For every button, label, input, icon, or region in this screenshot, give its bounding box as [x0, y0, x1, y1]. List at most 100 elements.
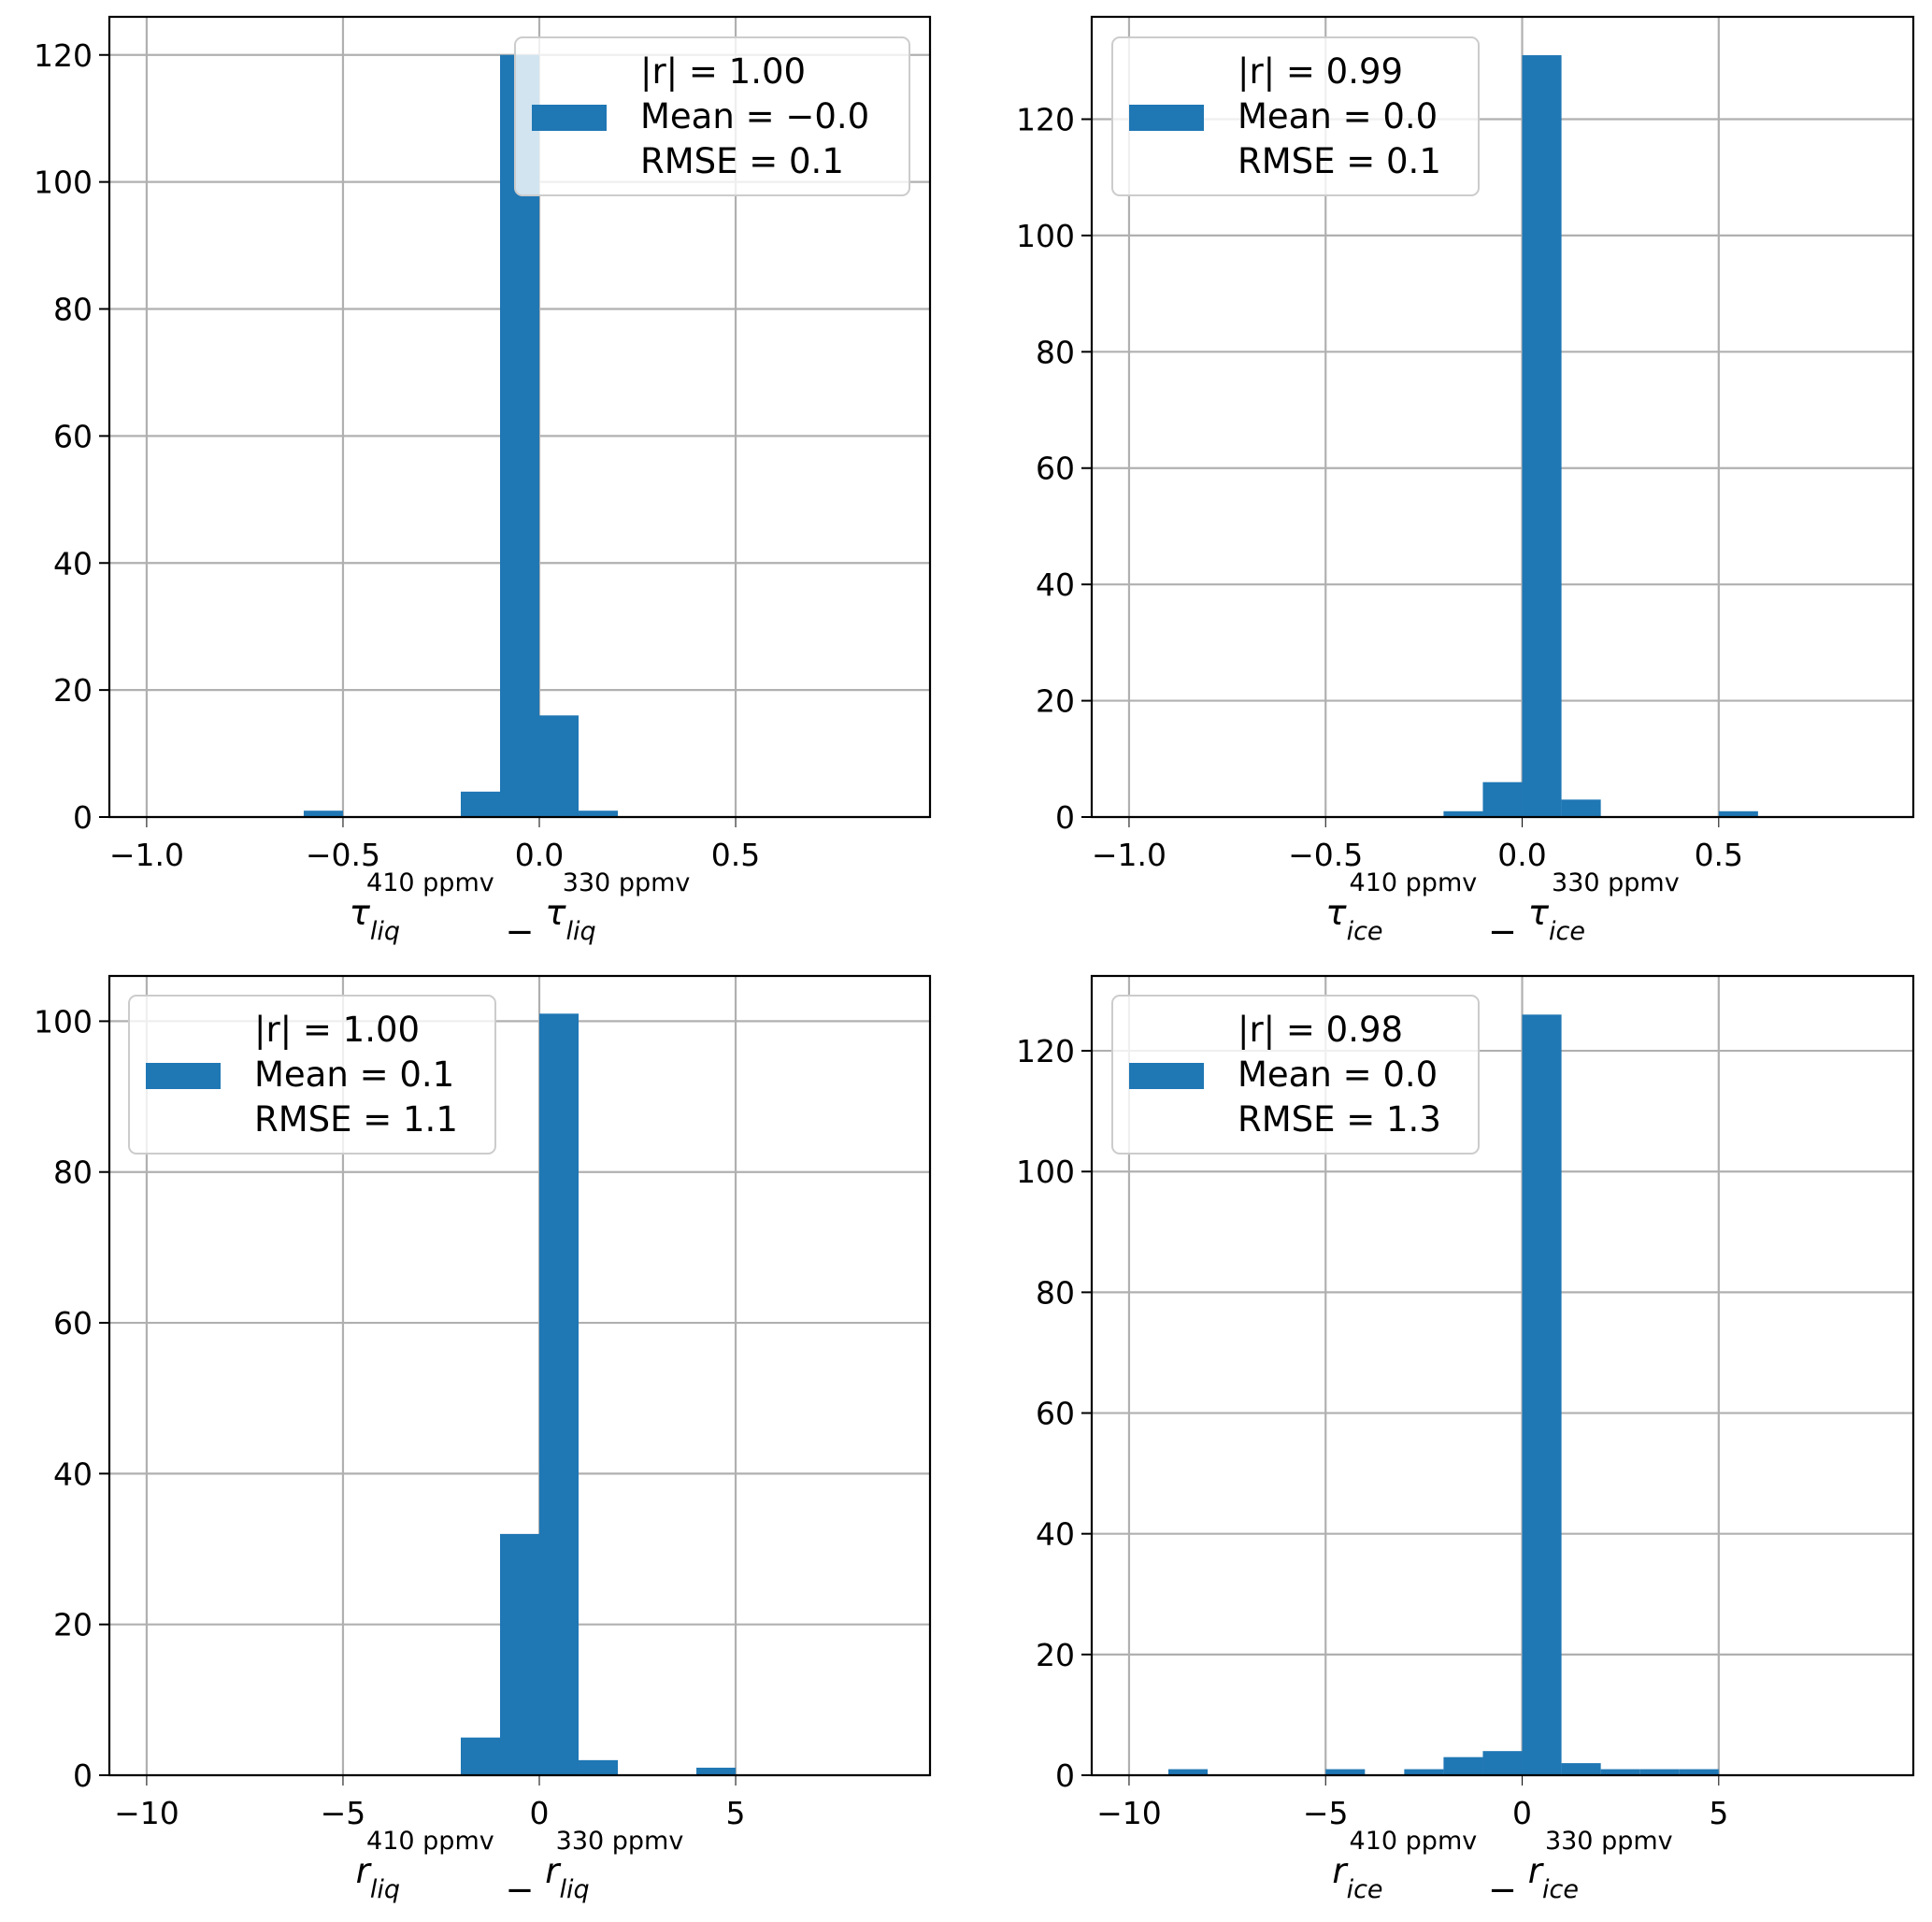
y-tick-label: 40: [53, 1456, 93, 1492]
axes-frame: [107, 15, 932, 819]
y-tick-label: 80: [1036, 1274, 1075, 1311]
x-axis-label-part: liq: [370, 1875, 400, 1904]
x-tick-label: −1.0: [109, 837, 184, 873]
x-axis-label: rice410 ppmv − rice330 ppmv: [1332, 1827, 1672, 1910]
x-axis-label-part: τ: [1528, 893, 1550, 933]
x-axis-label-part: r: [1332, 1851, 1349, 1891]
y-tick-label: 40: [53, 545, 93, 581]
x-axis-label-part: τ: [350, 893, 371, 933]
x-axis-label: τice410 ppmv − τice330 ppmv: [1325, 868, 1679, 952]
x-axis-label-part: liq: [370, 917, 400, 946]
histogram-bar: [539, 1013, 580, 1775]
y-tick-label: 20: [53, 1607, 93, 1643]
x-tick-label: 0.5: [711, 837, 760, 873]
y-tick-label: 120: [34, 37, 93, 74]
legend-entry: Mean = 0.0: [1238, 1054, 1438, 1095]
y-tick-label: 60: [1036, 451, 1075, 487]
y-tick-label: 0: [73, 799, 93, 836]
y-tick-label: 20: [53, 672, 93, 709]
x-tick-label: −5: [1303, 1795, 1349, 1831]
x-axis-label-part: −: [494, 1870, 546, 1910]
y-tick-label: 0: [1055, 1757, 1075, 1794]
histogram-bar: [499, 1533, 540, 1775]
x-axis-label-part: 410 ppmv: [1350, 1827, 1478, 1856]
x-axis-label-part: ice: [1549, 917, 1585, 946]
y-tick-label: 60: [1036, 1396, 1075, 1432]
x-tick-label: −5: [321, 1795, 366, 1831]
x-tick-label: 0.0: [515, 837, 564, 873]
x-axis-label-part: −: [1477, 1870, 1528, 1910]
x-axis-label-part: −: [1477, 911, 1528, 952]
y-tick-label: 40: [1036, 1516, 1075, 1553]
legend-entry: Mean = 0.1: [254, 1054, 454, 1095]
x-axis-label-part: r: [356, 1851, 373, 1891]
y-tick-label: 100: [1016, 218, 1075, 254]
x-axis-label-part: 330 ppmv: [1545, 1827, 1673, 1856]
y-tick-label: 100: [1016, 1154, 1075, 1190]
histogram-bar: [1482, 1751, 1523, 1775]
histogram-bar: [1561, 1763, 1601, 1775]
y-tick-label: 100: [34, 165, 93, 201]
histogram-bar: [579, 1759, 619, 1775]
histogram-bar: [1600, 1769, 1640, 1775]
legend-entry: Mean = 0.0: [1238, 96, 1438, 136]
x-axis-label-part: r: [1528, 1851, 1545, 1891]
histogram-bar: [1404, 1769, 1444, 1775]
axes-frame: [1090, 974, 1915, 1777]
histogram-bar: [1639, 1769, 1680, 1775]
y-tick-label: 0: [73, 1757, 93, 1794]
legend-entry: Mean = −0.0: [640, 96, 869, 136]
x-axis-label: rliq410 ppmv − rliq330 ppmv: [356, 1827, 684, 1910]
histogram-bar: [1482, 782, 1523, 817]
legend-patch: [1129, 105, 1204, 131]
histogram-bar: [1522, 1014, 1562, 1775]
legend-patch: [146, 1063, 221, 1089]
legend-entry: RMSE = 1.3: [1238, 1099, 1441, 1140]
legend-box: [1111, 36, 1480, 196]
y-tick-label: 40: [1036, 567, 1075, 603]
histogram-bar: [1168, 1769, 1209, 1775]
histogram-bar: [1718, 810, 1758, 817]
x-axis-label-part: 330 ppmv: [1552, 868, 1680, 897]
x-tick-label: 5: [1709, 1795, 1728, 1831]
x-axis-label-part: r: [545, 1851, 562, 1891]
x-axis-label-part: −: [494, 911, 546, 952]
histogram-bar: [460, 791, 500, 817]
legend-entry: RMSE = 0.1: [640, 141, 844, 181]
legend-box: [128, 995, 496, 1155]
y-tick-label: 20: [1036, 1637, 1075, 1673]
legend-patch: [532, 105, 607, 131]
x-tick-label: 0.5: [1695, 837, 1743, 873]
x-tick-label: 0: [530, 1795, 550, 1831]
x-tick-label: −0.5: [1288, 837, 1363, 873]
x-tick-label: 0.0: [1497, 837, 1546, 873]
histogram-bar: [303, 810, 343, 817]
axes-frame: [107, 974, 932, 1777]
legend-box: [1111, 995, 1480, 1155]
x-axis-label-part: ice: [1347, 1875, 1383, 1904]
histogram-bar: [696, 1767, 737, 1775]
histogram-bar: [1443, 810, 1483, 817]
histogram-bar: [539, 715, 580, 817]
y-tick-label: 100: [34, 1003, 93, 1040]
x-axis-label-part: τ: [1325, 893, 1347, 933]
x-tick-label: −10: [114, 1795, 179, 1831]
subplot-3: −10 −5 0 5 0 20 40 60 80 100 rliq410 ppmv − rliq33…: [34, 974, 932, 1910]
x-axis-label-part: liq: [559, 1875, 589, 1904]
y-tick-label: 60: [53, 1305, 93, 1341]
x-tick-label: 0: [1512, 1795, 1532, 1831]
legend-box: [514, 36, 910, 196]
y-tick-label: 120: [1016, 1033, 1075, 1069]
x-axis-label-part: liq: [566, 917, 596, 946]
y-tick-label: 80: [53, 1155, 93, 1191]
histogram-bar: [1522, 55, 1562, 817]
x-tick-label: 5: [726, 1795, 746, 1831]
legend-entry: RMSE = 0.1: [1238, 141, 1441, 181]
x-axis-label-part: 330 ppmv: [563, 868, 691, 897]
